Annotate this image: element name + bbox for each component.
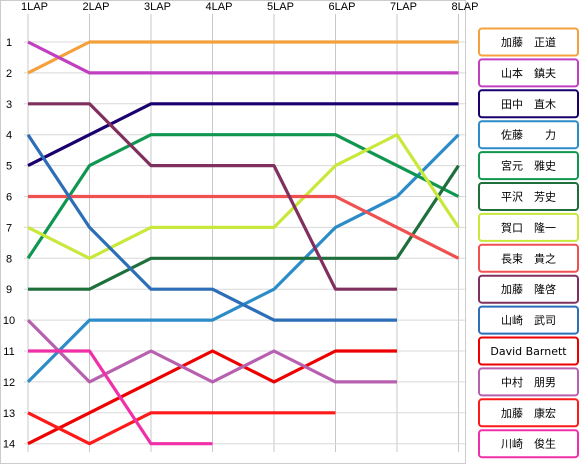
legend-box <box>478 398 579 428</box>
legend-box <box>478 212 579 242</box>
y-tick-label: 7 <box>6 222 12 234</box>
series-line <box>28 102 397 291</box>
legend-label: 山崎 武司 <box>501 313 556 327</box>
legend-entry: 賀口 隆一 <box>478 212 579 242</box>
legend-box <box>478 305 579 335</box>
x-tick-label: 3LAP <box>144 1 171 13</box>
y-tick-label: 5 <box>6 161 12 173</box>
y-tick-label: 2 <box>6 68 12 80</box>
legend-box <box>478 182 579 211</box>
legend-entry: 山本 鎮夫 <box>478 58 579 88</box>
y-tick-label: 8 <box>6 253 12 265</box>
legend-box <box>478 274 579 304</box>
series-line <box>27 40 459 75</box>
x-tick-label: 6LAP <box>329 1 356 13</box>
legend-label: 宮元 雅史 <box>501 159 556 173</box>
legend-label: 加藤 正道 <box>501 35 556 49</box>
x-tick-label: 7LAP <box>390 1 417 13</box>
series-line <box>27 349 397 446</box>
y-tick-label: 14 <box>3 439 15 451</box>
legend-label: 中村 朋男 <box>501 375 556 389</box>
legend-label: 田中 直木 <box>501 97 556 111</box>
series-line <box>28 194 460 260</box>
legend-label: 賀口 隆一 <box>501 220 556 234</box>
x-tick-label: 2LAP <box>83 1 110 13</box>
y-tick-label: 9 <box>6 284 12 296</box>
legend-label: 川崎 俊生 <box>501 437 556 451</box>
y-tick-label: 4 <box>6 130 12 142</box>
plot-frame <box>0 0 466 464</box>
legend-box <box>478 367 579 397</box>
legend-box <box>478 89 579 119</box>
legend-label: 山本 鎮夫 <box>501 66 556 80</box>
legend-box <box>478 120 579 150</box>
series-line <box>26 133 460 260</box>
legend-entry: 佐藤 力 <box>478 120 579 150</box>
legend-label: 長束 貴之 <box>501 251 556 265</box>
legend-entry: David Barnett <box>478 336 579 366</box>
legend-box <box>478 27 579 57</box>
y-tick-label: 12 <box>3 377 15 389</box>
legend-entry: 長束 貴之 <box>478 243 579 273</box>
y-tick-label: 13 <box>3 408 15 420</box>
legend-box <box>478 58 579 88</box>
x-tick-label: 1LAP <box>21 1 48 13</box>
series-line <box>28 164 460 291</box>
legend-label: David Barnett <box>490 345 567 358</box>
x-tick-label: 5LAP <box>267 1 294 13</box>
legend-entry: 川崎 俊生 <box>478 429 579 459</box>
legend-box <box>478 151 579 181</box>
legend-entry: 山崎 武司 <box>478 305 579 335</box>
y-tick-label: 1 <box>6 37 12 49</box>
y-tick-label: 10 <box>3 315 15 327</box>
y-tick-label: 3 <box>6 99 12 111</box>
series-line <box>26 318 397 384</box>
legend-box <box>478 429 579 459</box>
legend-label: 加藤 隆啓 <box>501 282 556 296</box>
legend-label: 佐藤 力 <box>501 128 556 142</box>
legend-label: 平沢 芳史 <box>501 190 556 204</box>
series-line <box>27 411 336 446</box>
series-line <box>27 40 459 75</box>
legend-entry: 加藤 隆啓 <box>478 274 579 304</box>
y-tick-label: 11 <box>3 346 14 358</box>
legend-label: 加藤 康宏 <box>501 406 556 420</box>
legend-entry: 加藤 康宏 <box>478 398 579 428</box>
legend-entry: 平沢 芳史 <box>478 182 579 211</box>
legend-entry: 田中 直木 <box>478 89 579 119</box>
series-line <box>27 133 460 260</box>
y-tick-label: 6 <box>6 192 12 204</box>
series-line <box>27 102 459 168</box>
legend-entry: 中村 朋男 <box>478 367 579 397</box>
legend-box <box>478 336 579 366</box>
legend-entry: 加藤 正道 <box>478 27 579 57</box>
x-tick-label: 4LAP <box>206 1 233 13</box>
series-line <box>26 133 397 322</box>
x-tick-label: 8LAP <box>452 1 479 13</box>
series-line <box>28 349 213 446</box>
legend-entry: 宮元 雅史 <box>478 151 579 181</box>
legend-box <box>478 243 579 273</box>
